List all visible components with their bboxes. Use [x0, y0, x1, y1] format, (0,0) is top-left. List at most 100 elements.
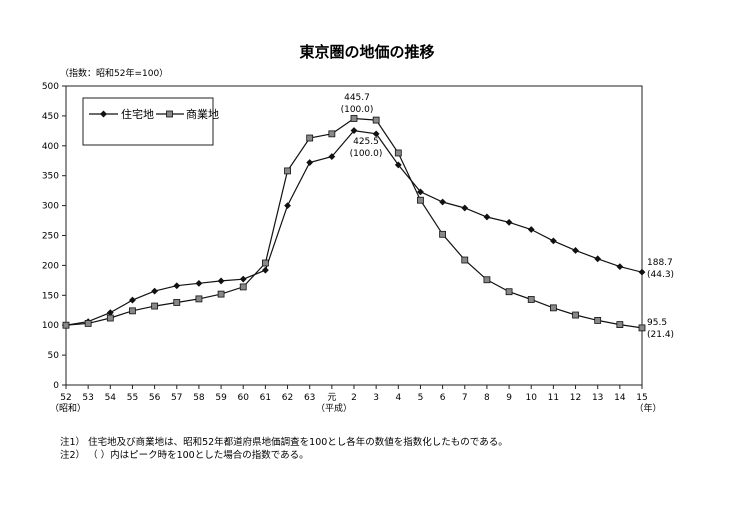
y-tick-label: 100: [42, 321, 59, 331]
data-point-residential: [284, 202, 291, 209]
x-tick-label: 11: [548, 393, 559, 403]
era-label-showa: （昭和）: [50, 403, 86, 414]
data-point-residential: [195, 279, 203, 287]
x-tick-label: 58: [193, 393, 205, 403]
data-point-commercial: [106, 314, 114, 322]
annotation-end-residential-value: 188.7: [647, 258, 673, 268]
y-axis-unit-label: （指数：昭和52年=100）: [60, 67, 168, 79]
x-tick-label: 53: [82, 393, 93, 403]
data-point-commercial: [284, 167, 291, 175]
data-point-residential: [239, 275, 247, 283]
data-point-residential: [306, 159, 314, 166]
data-point-commercial: [217, 290, 225, 298]
data-point-commercial: [394, 149, 402, 157]
annotation-end-commercial-value: 95.5: [647, 318, 667, 328]
data-point-commercial: [173, 299, 181, 306]
x-tick-label: 62: [282, 393, 293, 403]
footnote-1: 注1） 住宅地及び商業地は、昭和52年都道府県地価調査を100とし各年の数値を指…: [60, 436, 508, 448]
x-tick-label: 10: [526, 393, 538, 403]
data-point-residential: [217, 277, 225, 285]
x-tick-label: 7: [462, 393, 468, 403]
data-point-commercial: [350, 115, 358, 122]
y-tick-label: 400: [42, 142, 59, 152]
annotation-peak-residential-value: 425.5: [353, 137, 379, 147]
y-tick-label: 300: [42, 202, 59, 212]
data-point-residential: [505, 218, 513, 226]
data-point-commercial: [372, 116, 380, 124]
era-label-heisei: （平成）: [316, 402, 352, 414]
data-point-commercial: [261, 259, 269, 267]
x-tick-label: 61: [260, 393, 271, 403]
data-point-residential: [616, 263, 624, 270]
data-point-residential: [439, 198, 447, 206]
data-point-commercial: [527, 296, 535, 303]
x-tick-label: 60: [238, 393, 250, 403]
y-tick-label: 450: [42, 112, 59, 122]
data-point-residential: [549, 237, 557, 245]
data-point-residential: [638, 268, 646, 276]
legend-marker-diamond: [100, 110, 107, 118]
x-tick-label: 4: [395, 393, 401, 403]
y-tick-label: 350: [42, 172, 59, 182]
data-point-commercial: [417, 196, 424, 204]
footnote-2: 注2） （ ）内はピーク時を100とした場合の指数である。: [60, 449, 309, 461]
data-point-residential: [106, 309, 114, 317]
data-point-residential: [372, 130, 380, 138]
x-tick-label: 15: [636, 393, 647, 403]
data-point-residential: [461, 204, 469, 212]
chart-title: 東京圏の地価の推移: [299, 43, 434, 61]
x-tick-label: 57: [171, 393, 182, 403]
data-point-commercial: [483, 276, 491, 284]
x-tick-label: 12: [570, 393, 581, 403]
data-point-commercial: [239, 283, 247, 291]
data-point-residential: [173, 282, 181, 290]
x-tick-label: 54: [105, 393, 117, 403]
x-tick-label: 14: [614, 393, 626, 403]
x-tick-label: 元: [327, 393, 336, 403]
data-point-residential: [594, 255, 602, 263]
annotation-peak-commercial-value: 445.7: [344, 93, 370, 103]
data-point-commercial: [306, 134, 314, 142]
data-point-residential: [483, 213, 491, 221]
y-tick-label: 250: [42, 232, 59, 242]
x-tick-label: 5: [418, 393, 424, 403]
y-tick-label: 50: [48, 351, 60, 361]
annotation-peak-residential-index: (100.0): [350, 149, 383, 159]
series-line-residential: [65, 129, 643, 326]
legend-label-commercial: 商業地: [186, 107, 219, 121]
data-point-residential: [350, 127, 358, 134]
series-layer: [62, 115, 646, 332]
x-tick-label: 9: [506, 393, 512, 403]
data-point-commercial: [505, 288, 513, 296]
data-point-commercial: [328, 130, 336, 138]
x-tick-label: 3: [373, 393, 379, 403]
legend-label-residential: 住宅地: [121, 107, 154, 121]
data-point-commercial: [151, 302, 159, 310]
data-point-residential: [328, 153, 336, 160]
data-point-commercial: [549, 304, 557, 312]
x-tick-label: 13: [592, 393, 603, 403]
annotation-end-residential-index: (44.3): [647, 270, 674, 280]
x-tick-label: 59: [215, 393, 227, 403]
data-point-commercial: [638, 324, 646, 332]
data-point-commercial: [129, 307, 136, 315]
data-point-residential: [527, 226, 535, 233]
data-point-commercial: [616, 321, 624, 329]
year-unit-label: （年）: [634, 402, 661, 414]
data-point-commercial: [439, 230, 447, 238]
data-point-commercial: [84, 320, 92, 327]
y-axis: 0 50 100 150 200 250 300 350 400 450 500: [42, 82, 66, 391]
annotation-peak-commercial-index: (100.0): [341, 105, 374, 115]
x-tick-label: 55: [127, 393, 138, 403]
data-point-residential: [394, 161, 402, 169]
x-tick-label: 56: [149, 393, 161, 403]
x-tick-label: 6: [440, 393, 446, 403]
annotation-end-commercial-index: (21.4): [647, 330, 674, 340]
data-point-residential: [261, 266, 269, 274]
y-tick-label: 0: [53, 381, 59, 391]
data-point-commercial: [195, 295, 203, 303]
legend-marker-square: [166, 110, 173, 118]
data-point-commercial: [461, 256, 469, 264]
data-point-residential: [572, 247, 579, 254]
